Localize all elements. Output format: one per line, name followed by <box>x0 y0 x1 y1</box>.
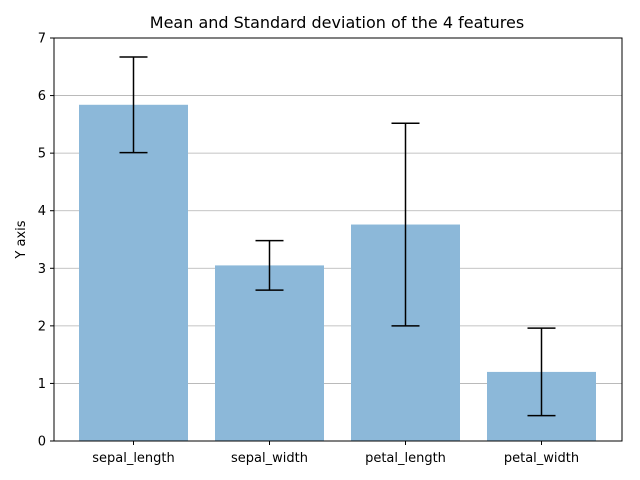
y-tick-label: 0 <box>38 435 46 450</box>
bar-sepal_length <box>79 104 188 441</box>
x-tick-label: petal_width <box>504 451 579 466</box>
y-tick-label: 7 <box>38 32 46 47</box>
y-axis-ticks: 0 1 2 3 4 5 6 7 <box>38 32 54 450</box>
y-tick-label: 4 <box>38 204 46 219</box>
error-bar-sepal_width <box>255 239 284 291</box>
x-tick-label: sepal_length <box>92 451 175 466</box>
x-axis-ticks: sepal_length sepal_width petal_length petal… <box>92 441 579 466</box>
x-tick-label: petal_length <box>365 451 446 466</box>
y-tick-label: 3 <box>38 262 46 277</box>
chart-title: Mean and Standard deviation of the 4 fea… <box>150 13 524 32</box>
y-axis-label: Y axis <box>14 220 29 259</box>
error-bar-sepal_length <box>119 56 148 154</box>
error-bar-petal_width <box>527 327 556 417</box>
x-tick-label: sepal_width <box>231 451 308 466</box>
error-bar-petal_length <box>391 122 420 327</box>
plot-frame <box>53 37 623 442</box>
y-tick-label: 6 <box>38 89 46 104</box>
error-bars <box>119 56 556 417</box>
bars <box>79 104 596 441</box>
bar-sepal_width <box>215 265 324 441</box>
y-tick-label: 5 <box>38 147 46 162</box>
y-tick-label: 1 <box>38 377 46 392</box>
y-tick-label: 2 <box>38 319 46 334</box>
